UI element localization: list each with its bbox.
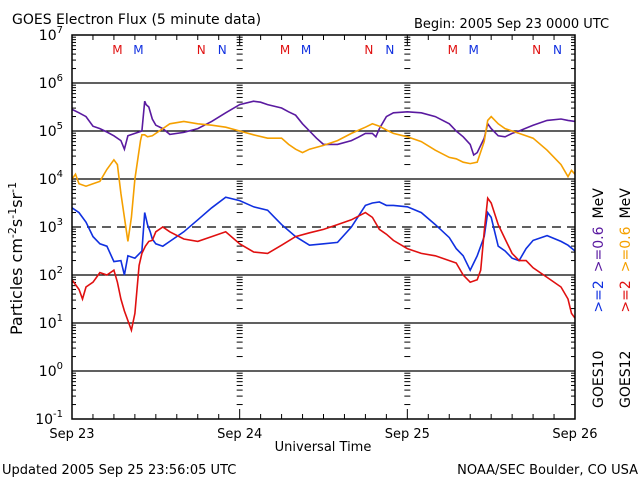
y-tick-label-exponent: 6 (57, 73, 63, 84)
y-tick-label-base: 10 (39, 268, 57, 284)
y-tick-label: 100 (39, 361, 63, 380)
satellite-marker: M (469, 43, 479, 57)
updated-timestamp: Updated 2005 Sep 25 23:56:05 UTC (2, 463, 236, 478)
y-tick-label-exponent: 1 (57, 313, 63, 324)
threshold-lines (72, 82, 575, 372)
y-axis-label-s: s (7, 219, 26, 227)
y-tick-label-exponent: 4 (57, 169, 63, 180)
y-tick-label-base: 10 (39, 172, 57, 188)
y-tick-label-exponent: 7 (57, 25, 63, 36)
y-tick-label: 107 (39, 25, 63, 44)
satellite-marker: M (301, 43, 311, 57)
x-tick-label: Sep 23 (49, 427, 94, 442)
y-tick-label-exponent: -1 (53, 409, 63, 420)
legend-goes10-e06: >=0.6 (591, 226, 607, 272)
x-tick-label: Sep 25 (385, 427, 430, 442)
y-tick-label: 104 (39, 169, 63, 188)
satellite-marker: N (364, 43, 373, 57)
legend: GOES10 >=2 >=0.6 MeV GOES12 >=2 >=0.6 MeV (591, 188, 634, 408)
satellite-marker: N (532, 43, 541, 57)
y-axis-label-sr: sr (7, 192, 26, 207)
begin-label: Begin: 2005 Sep 23 0000 UTC (414, 17, 609, 32)
y-axis-label-exp1: -2 (6, 227, 19, 238)
y-tick-label-exponent: 5 (57, 121, 63, 132)
credit-label: NOAA/SEC Boulder, CO USA (457, 463, 638, 478)
satellite-marker: N (197, 43, 206, 57)
legend-goes10-name: GOES10 (591, 351, 607, 408)
y-tick-label-base: 10 (35, 412, 53, 428)
satellite-marker: M (133, 43, 143, 57)
y-axis-label-exp2: -1 (6, 208, 19, 219)
legend-goes12-unit: MeV (618, 188, 634, 219)
x-axis-label: Universal Time (275, 440, 372, 455)
series-line-goes10-2-mev (71, 196, 576, 276)
y-axis-label: Particles cm-2s-1sr-1 (6, 182, 26, 335)
y-tick-label: 10-1 (35, 409, 63, 428)
y-tick-label-exponent: 0 (57, 361, 63, 372)
series-line-goes10-0-6-mev (71, 100, 576, 157)
y-tick-label: 101 (39, 313, 63, 332)
y-tick-label-base: 10 (39, 28, 57, 44)
plot-frame (71, 34, 576, 420)
legend-goes10-unit: MeV (591, 188, 607, 219)
y-tick-label-base: 10 (39, 76, 57, 92)
y-tick-label-base: 10 (39, 316, 57, 332)
satellite-marker: N (385, 43, 394, 57)
day-boundary-ticks (234, 36, 413, 420)
series-line-goes12-2-mev (71, 196, 576, 334)
chart-title: GOES Electron Flux (5 minute data) (12, 12, 261, 28)
y-tick-label-exponent: 3 (57, 217, 63, 228)
x-tick-label: Sep 26 (552, 427, 597, 442)
satellite-marker: M (448, 43, 458, 57)
legend-goes12-e06: >=0.6 (618, 226, 634, 272)
x-tick-labels: Sep 23 Sep 24 Sep 25 Sep 26 (49, 427, 597, 442)
legend-goes10-e2: >=2 (591, 280, 607, 312)
y-axis-label-base: Particles cm (7, 238, 26, 335)
y-tick-label-exponent: 2 (57, 265, 63, 276)
legend-goes12-e2: >=2 (618, 280, 634, 312)
y-tick-label: 102 (39, 265, 63, 284)
satellite-marker: N (218, 43, 227, 57)
y-tick-label-base: 10 (39, 364, 57, 380)
legend-goes10: GOES10 >=2 >=0.6 MeV (591, 188, 607, 408)
y-axis-label-exp3: -1 (6, 182, 19, 193)
y-tick-label-base: 10 (39, 220, 57, 236)
y-tick-label: 106 (39, 73, 63, 92)
y-tick-label-base: 10 (39, 124, 57, 140)
satellite-marker: N (553, 43, 562, 57)
satellite-marker: M (280, 43, 290, 57)
satellite-marker: M (112, 43, 122, 57)
y-tick-label: 105 (39, 121, 63, 140)
y-tick-label: 103 (39, 217, 63, 236)
x-tick-label: Sep 24 (217, 427, 262, 442)
legend-goes12-name: GOES12 (618, 351, 634, 408)
series-line-goes12-0-6-mev (71, 115, 576, 242)
series-group (71, 100, 576, 334)
legend-goes12: GOES12 >=2 >=0.6 MeV (618, 188, 634, 408)
